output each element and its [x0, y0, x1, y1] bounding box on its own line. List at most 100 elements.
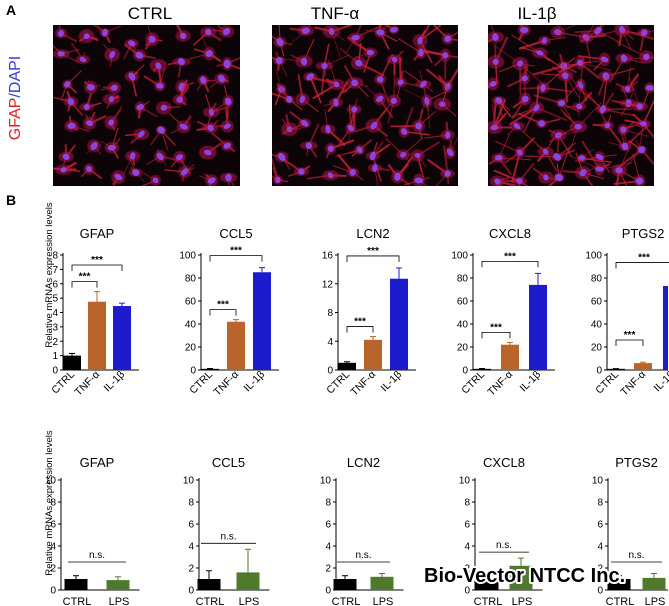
y-tick-label: 4 [325, 542, 331, 553]
category-label: CTRL [474, 596, 503, 606]
nucleus [85, 120, 94, 127]
nucleus [376, 29, 385, 36]
nucleus [223, 123, 231, 130]
y-tick-label: 12 [322, 279, 334, 290]
significance-bracket [481, 261, 539, 268]
nucleus [102, 28, 108, 37]
nucleus [578, 155, 586, 162]
nucleus [57, 30, 65, 37]
significance-bracket [71, 264, 123, 271]
nucleus [574, 123, 583, 130]
y-tick-label: 4 [327, 337, 333, 348]
nucleus [640, 121, 647, 127]
bar-lps [642, 577, 666, 590]
category-label: TNF-α [348, 369, 378, 399]
nucleus [621, 142, 629, 151]
watermark: Bio-Vector NTCC Inc. [424, 565, 625, 587]
nucleus [333, 81, 340, 88]
category-label: LPS [239, 596, 260, 606]
nucleus [67, 98, 75, 106]
nucleus [517, 60, 524, 67]
nucleus [208, 108, 214, 116]
y-tick-label: 8 [50, 498, 56, 509]
nucleus [90, 141, 98, 150]
y-tick-label: 20 [457, 343, 469, 354]
nucleus [369, 151, 376, 161]
cell-process [628, 76, 641, 107]
cell-process [579, 62, 612, 71]
y-tick-label: 10 [459, 476, 471, 487]
nucleus [643, 53, 650, 61]
category-label: IL-1β [518, 369, 544, 395]
nucleus [328, 27, 335, 35]
chart-title: CCL5 [219, 226, 252, 241]
y-tick-label: 0 [190, 366, 196, 377]
category-label: LPS [512, 596, 533, 606]
watermark-outline: Bio-Vector NTCC Inc. [424, 565, 625, 587]
nucleus [135, 51, 144, 59]
significance-label: *** [230, 246, 242, 257]
bar-ctrl [333, 579, 357, 590]
nucleus [176, 96, 184, 103]
nucleus [180, 168, 189, 176]
chart-title: CXCL8 [483, 455, 525, 470]
nucleus [494, 155, 503, 161]
nucleus [418, 48, 424, 57]
nucleus [114, 173, 123, 181]
significance-bracket [346, 326, 374, 333]
chart-ccl5-lps: CCL5 0 2 4 6 8 10 CTRL LPS n.s. [183, 455, 270, 606]
nucleus [224, 97, 232, 106]
nucleus [155, 62, 162, 70]
category-label: IL-1β [102, 369, 128, 395]
category-label: LPS [645, 596, 666, 606]
y-tick-label: 40 [457, 320, 469, 331]
nucleus [376, 95, 384, 103]
nucleus [604, 122, 611, 129]
chart-title: CCL5 [212, 455, 245, 470]
chart-title: PTGS2 [622, 226, 665, 241]
nucleus [108, 119, 115, 126]
bar-tnf [501, 344, 519, 370]
category-label: CTRL [332, 596, 361, 606]
y-tick-label: 8 [188, 498, 194, 509]
image-title-tnf: TNF-α [311, 4, 360, 23]
panel-b-label: B [6, 192, 16, 208]
nucleus [417, 36, 423, 45]
significance-label: *** [504, 251, 516, 262]
y-tick-label: 60 [591, 297, 603, 308]
nucleus [299, 95, 306, 104]
nucleus [86, 83, 95, 91]
y-tick-label: 40 [591, 320, 603, 331]
nucleus [127, 40, 136, 47]
significance-label: *** [624, 330, 636, 341]
nucleus [177, 58, 185, 66]
bar-tnf [364, 339, 382, 370]
nucleus [67, 122, 76, 129]
stain-label-separator: / [7, 93, 24, 98]
nucleus [372, 163, 378, 172]
nucleus [207, 124, 214, 132]
nucleus [619, 26, 626, 34]
y-tick-label: 20 [185, 343, 197, 354]
category-label: TNF-α [72, 369, 102, 399]
nucleus [85, 165, 92, 172]
bar-lps [370, 576, 394, 590]
significance-label: *** [91, 255, 103, 266]
nucleus [495, 97, 503, 104]
image-title-ctrl: CTRL [128, 4, 172, 23]
significance-label: *** [367, 246, 379, 257]
y-tick-label: 1 [52, 351, 58, 362]
nucleus [305, 142, 313, 149]
nucleus [107, 144, 117, 151]
nucleus [397, 79, 404, 86]
nucleus [83, 33, 90, 40]
nucleus [536, 50, 544, 56]
y-tick-label: 6 [464, 520, 470, 531]
nucleus [400, 128, 408, 135]
y-tick-label: 100 [585, 251, 602, 262]
panel-a: A GFAP/DAPI CTRL TNF-α IL-1β [6, 2, 654, 186]
y-tick-label: 80 [457, 274, 469, 285]
